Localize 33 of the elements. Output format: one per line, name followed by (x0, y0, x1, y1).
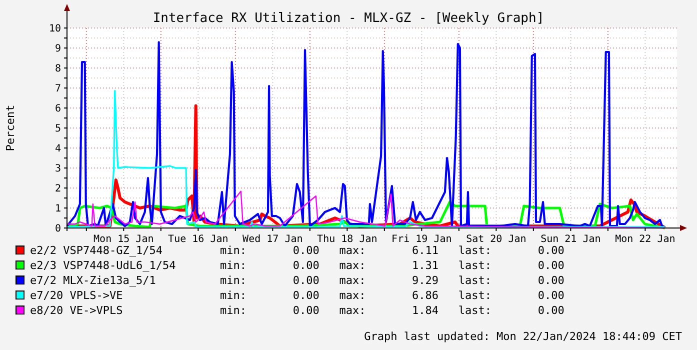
x-tick-label: Mon 22 Jan (615, 234, 676, 245)
y-tick-label: 2 (54, 184, 61, 194)
y-tick-label: 1 (54, 204, 61, 214)
text: min: 0.00 max: 9.29 last: 0.00 (220, 274, 564, 287)
x-tick-label: Mon 15 Jan (94, 234, 154, 245)
y-axis-title: Percent (4, 104, 17, 152)
y-tick-label: 9 (54, 44, 61, 54)
legend-label: e2/2 VSP7448-GZ_1/54 (30, 244, 163, 257)
y-tick-label: 10 (48, 24, 61, 34)
x-tick-label: Wed 17 Jan (242, 234, 303, 245)
y-tick-label: 0 (54, 224, 61, 234)
y-tick-label: 7 (54, 84, 61, 94)
text: min: 0.00 max: 1.84 last: 0.00 (220, 304, 564, 317)
y-tick-label: 8 (54, 64, 61, 74)
y-tick-label: 4 (54, 144, 61, 154)
y-tick-label: 3 (54, 164, 61, 174)
text: min: 0.00 max: 6.11 last: 0.00 (220, 244, 564, 257)
legend-label: e8/20 VE->VPLS (30, 304, 123, 317)
y-tick-label: 6 (54, 104, 61, 114)
x-tick-label: Sat 20 Jan (466, 234, 526, 245)
text: min: 0.00 max: 6.86 last: 0.00 (220, 289, 564, 302)
legend-label: e7/2 MLX-Zie13a_5/1 (30, 274, 156, 287)
line-series (66, 41, 666, 228)
x-tick-label: Tue 16 Jan (168, 234, 228, 245)
y-tick-label: 5 (54, 124, 61, 134)
legend-label: e7/20 VPLS->VE (30, 289, 123, 302)
legend-label: e2/3 VSP7448-UdL6_1/54 (30, 259, 176, 272)
x-tick-label: Sun 21 Jan (540, 234, 601, 245)
x-tick-label: Fri 19 Jan (392, 234, 452, 245)
chart-title: Interface RX Utilization - MLX-GZ - [Weekly Graph] (152, 11, 544, 26)
text: Graph last updated: Mon 22/Jan/2024 18:44:09 CET (364, 330, 682, 343)
x-tick-label: Thu 18 Jan (317, 234, 378, 245)
text: min: 0.00 max: 1.31 last: 0.00 (220, 259, 564, 272)
